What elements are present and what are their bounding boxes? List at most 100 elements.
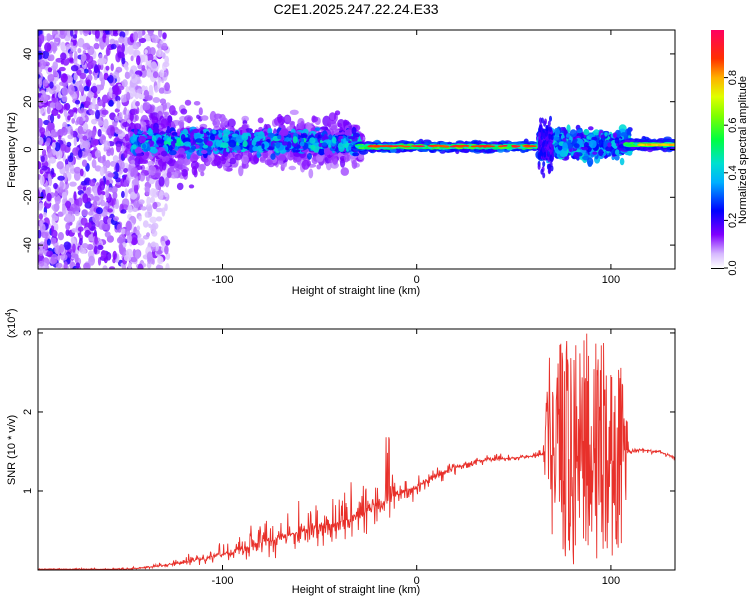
spectrogram-blob <box>134 156 141 167</box>
spectrogram-blob <box>196 114 201 120</box>
spectrogram-blob <box>133 183 139 194</box>
spectrogram-blob <box>38 202 44 209</box>
spectrogram-blob <box>164 192 169 198</box>
spectrogram-blob <box>41 149 47 157</box>
spectrogram-blob <box>160 118 168 129</box>
spectrogram-blob <box>138 215 142 222</box>
spectrogram-blob <box>50 167 55 176</box>
spectrogram-blob <box>77 197 83 207</box>
spectrogram-blob <box>105 46 110 57</box>
spectrogram-blob <box>60 143 67 151</box>
spectrogram-blob <box>38 265 43 269</box>
spectrogram-blob <box>39 220 43 227</box>
spectrogram-blob <box>118 36 125 44</box>
spectrogram-blob <box>171 110 178 116</box>
spectrogram-blob <box>146 68 152 78</box>
spectrogram-blob <box>143 89 150 99</box>
spectrogram-blob <box>151 241 157 248</box>
spectrogram-blob <box>314 127 321 131</box>
spectrogram-blob <box>130 256 138 263</box>
spectrogram-blob <box>49 237 57 245</box>
spectrogram-blob <box>316 164 322 170</box>
spectrogram-blob <box>46 192 52 202</box>
spectrogram-blob <box>288 165 297 171</box>
spectrogram-blob <box>88 69 93 75</box>
spectrogram-blob <box>200 130 204 135</box>
spectrogram-blob <box>38 117 43 129</box>
spectrogram-blob <box>81 159 88 167</box>
spectrogram-blob <box>100 199 106 207</box>
spectrogram-blob <box>123 179 130 186</box>
spectrogram-blob <box>146 203 152 211</box>
spectrogram-blob <box>132 31 138 42</box>
spectrogram-blob <box>120 161 125 170</box>
spectrogram-blob <box>38 67 43 74</box>
spectrogram-blob <box>124 188 128 199</box>
spectrogram-blob <box>82 193 89 204</box>
spectrogram-blob <box>47 34 51 42</box>
spectrogram-blob <box>50 65 57 71</box>
spectrogram-blob <box>156 139 165 144</box>
spectrogram-blob <box>113 84 120 95</box>
spectrogram-blob <box>321 142 328 147</box>
spectrogram-blob <box>116 223 123 233</box>
spectrogram-blob <box>51 213 56 219</box>
spectrogram-blob <box>281 141 289 146</box>
spectrogram-blob <box>47 121 55 132</box>
spectrogram-blob <box>270 153 276 160</box>
spectrogram-blob <box>95 109 100 120</box>
spectrogram-blob <box>57 211 64 217</box>
spectrogram-blob <box>50 225 55 233</box>
spectrogram-blob <box>164 82 171 92</box>
spectrogram-blob <box>107 172 115 178</box>
spectrogram-blob <box>97 120 104 127</box>
spectrogram-blob <box>112 121 118 127</box>
spectrogram-blob <box>331 136 337 144</box>
spectrogram-blob <box>299 141 305 147</box>
spectrogram-blob <box>115 129 123 135</box>
spectrogram-blob <box>337 122 342 128</box>
spectrogram-blob <box>94 65 99 74</box>
spectrogram-blob <box>141 143 147 149</box>
spectrogram-blob <box>222 136 230 142</box>
spectrogram-blob <box>227 118 236 128</box>
spectrogram-blob <box>110 126 115 136</box>
spectrogram-blob <box>121 190 125 199</box>
spectrogram-blob <box>57 114 61 119</box>
spectrogram-blob <box>135 101 140 107</box>
spectrogram-blob <box>86 55 94 63</box>
spectrogram-blob <box>70 41 74 47</box>
spectrogram-blob <box>149 188 157 197</box>
spectrogram-blob <box>54 194 61 205</box>
spectrogram-blob <box>94 149 101 158</box>
spectrogram-blob <box>48 156 57 164</box>
chart-title: C2E1.2025.247.22.24.E33 <box>273 1 438 17</box>
spectrogram-blob <box>50 129 56 137</box>
spectrogram-blob <box>73 191 77 201</box>
spectrogram-blob <box>130 159 136 165</box>
spectrogram-blob <box>149 216 157 223</box>
spectrogram-blob <box>138 237 145 246</box>
spectrogram-blob <box>139 172 146 182</box>
spectrogram-blob <box>115 66 123 73</box>
spectrogram-blob <box>83 262 91 269</box>
spectrogram-blob <box>352 152 360 157</box>
spectrogram-blob <box>112 155 119 163</box>
spectrogram-blob <box>168 145 173 152</box>
spectrogram-blob <box>38 213 44 220</box>
spectrogram-blob <box>82 122 89 132</box>
spectrogram-blob <box>280 129 289 136</box>
spectrogram-blob <box>164 176 170 188</box>
spectrogram-blob <box>123 168 128 173</box>
spectrogram-blob <box>54 37 61 42</box>
spectrogram-blob <box>107 187 114 193</box>
spectrogram-blob <box>97 99 104 107</box>
spectrogram-blob <box>157 77 162 83</box>
spectrogram-blob <box>51 108 59 116</box>
spectrogram-blob <box>147 160 155 167</box>
spectrogram-blob <box>134 114 139 121</box>
spectrogram-blob <box>112 171 119 180</box>
spectrogram-blob <box>92 195 100 202</box>
spectrogram-blob <box>67 155 74 163</box>
